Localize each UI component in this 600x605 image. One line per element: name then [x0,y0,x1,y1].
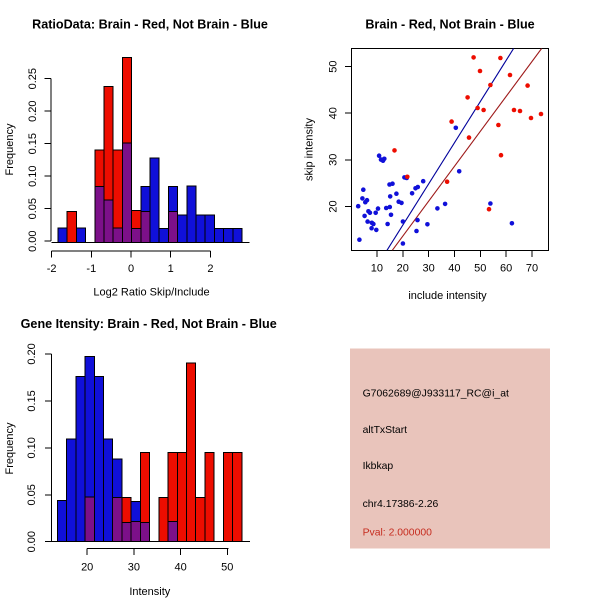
svg-text:40: 40 [448,263,460,275]
svg-text:60: 60 [500,263,512,275]
svg-text:50: 50 [474,263,486,275]
svg-text:10: 10 [371,263,383,275]
svg-text:40: 40 [174,562,186,574]
svg-text:Log2 Ratio Skip/Include: Log2 Ratio Skip/Include [93,287,209,299]
svg-text:Intensity: Intensity [129,586,170,598]
svg-text:0.15: 0.15 [26,390,38,411]
svg-text:0.25: 0.25 [27,68,39,89]
svg-text:40: 40 [327,107,339,119]
svg-text:skip intensity: skip intensity [304,118,316,181]
svg-text:70: 70 [526,263,538,275]
svg-text:0.15: 0.15 [27,133,39,154]
svg-text:Pval: 2.000000: Pval: 2.000000 [363,528,433,539]
svg-text:50: 50 [221,562,233,574]
svg-text:0: 0 [128,263,134,275]
svg-text:0.00: 0.00 [27,230,39,251]
svg-text:1: 1 [168,263,174,275]
svg-text:altTxStart: altTxStart [363,425,408,436]
svg-text:Gene Itensity: Brain - Red, No: Gene Itensity: Brain - Red, Not Brain - … [21,317,277,331]
svg-text:20: 20 [81,562,93,574]
svg-text:50: 50 [327,60,339,72]
svg-text:chr4.17386-2.26: chr4.17386-2.26 [363,499,439,510]
svg-text:Frequency: Frequency [4,422,16,474]
svg-text:G7062689@J933117_RC@i_at: G7062689@J933117_RC@i_at [363,388,509,399]
svg-text:include intensity: include intensity [408,290,487,302]
svg-text:Ikbkap: Ikbkap [363,461,394,472]
svg-text:0.05: 0.05 [26,484,38,505]
svg-text:30: 30 [422,263,434,275]
svg-text:Brain - Red, Not Brain - Blue: Brain - Red, Not Brain - Blue [365,18,534,32]
svg-text:0.05: 0.05 [27,198,39,219]
svg-text:0.00: 0.00 [26,531,38,552]
svg-text:-2: -2 [47,263,57,275]
svg-text:-1: -1 [86,263,96,275]
svg-text:0.20: 0.20 [27,100,39,121]
svg-text:0.10: 0.10 [26,437,38,458]
svg-text:Frequency: Frequency [4,123,16,175]
svg-text:30: 30 [327,154,339,166]
svg-text:2: 2 [207,263,213,275]
svg-text:0.10: 0.10 [27,165,39,186]
svg-text:RatioData: Brain - Red, Not Br: RatioData: Brain - Red, Not Brain - Blue [32,18,268,32]
svg-text:20: 20 [397,263,409,275]
svg-text:30: 30 [128,562,140,574]
svg-text:0.20: 0.20 [26,343,38,364]
svg-text:20: 20 [327,200,339,212]
